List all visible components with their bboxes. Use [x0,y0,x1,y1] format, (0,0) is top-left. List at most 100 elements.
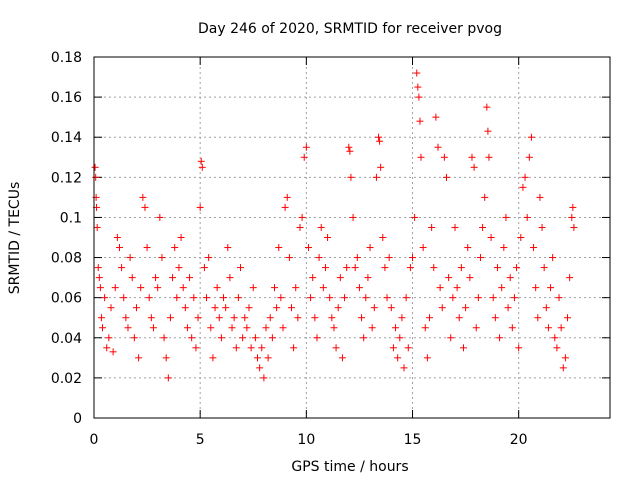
data-point [222,304,230,312]
data-point [455,314,463,322]
data-point [224,244,232,252]
data-point [230,314,238,322]
data-point [268,334,276,342]
data-point [171,244,179,252]
data-point [105,334,113,342]
data-point [362,294,370,302]
data-point [421,324,429,332]
data-point [457,264,465,272]
data-point [423,354,431,362]
data-point [290,344,298,352]
data-point [387,304,395,312]
data-point [135,354,143,362]
data-point [540,264,548,272]
data-point [464,244,472,252]
data-point [277,294,285,302]
data-point [406,264,414,272]
data-point [506,274,514,282]
data-point [94,264,102,272]
data-point [557,324,565,332]
data-point [487,234,495,241]
data-point [152,274,160,282]
data-point [126,254,134,262]
data-point [97,314,105,322]
data-point [396,334,404,342]
plot-frame [93,56,611,419]
x-tick-label: 5 [196,432,205,448]
data-point [366,244,374,252]
data-point [309,274,317,282]
data-point [351,264,359,272]
data-point [145,294,153,302]
data-point [234,294,242,302]
data-point [400,364,408,372]
data-point [220,294,228,302]
data-point [534,314,542,322]
data-point [304,244,312,252]
data-point [416,117,424,125]
data-point [211,304,219,312]
data-point [415,93,423,101]
data-point [438,304,446,312]
data-point [279,324,287,332]
data-point [376,137,384,145]
data-point [317,223,325,231]
data-point [154,284,162,292]
data-point [496,334,504,342]
data-point [313,334,321,342]
data-point [173,294,181,302]
data-point [346,147,354,155]
x-tick-label: 10 [297,432,315,448]
data-point [434,143,442,151]
data-point [479,223,487,231]
data-point [326,294,334,302]
data-point [311,314,319,322]
data-point [164,374,172,382]
data-point [254,354,262,362]
data-point [472,324,480,332]
data-point [266,314,274,322]
data-point [251,334,259,342]
data-point [481,193,489,201]
data-point [353,254,361,262]
data-point [345,143,353,151]
data-point [483,103,491,111]
data-point [324,234,332,241]
data-point [570,223,578,231]
data-point [519,183,527,191]
data-point [281,203,289,211]
data-point [364,274,372,282]
data-point [215,314,223,322]
data-point [419,244,427,252]
data-point [93,223,101,231]
data-point [525,153,533,161]
data-point [217,334,225,342]
data-point [139,193,147,201]
data-point [162,354,170,362]
data-point [445,274,453,282]
data-point [385,254,393,262]
data-point [510,294,518,302]
data-point [559,364,567,372]
data-point [449,294,457,302]
data-point [183,324,191,332]
data-point [377,163,385,171]
data-point [414,83,422,91]
y-tick-label: 0.08 [51,251,82,267]
data-point [243,324,251,332]
data-point [107,304,115,312]
data-point [430,264,438,272]
data-point [466,274,474,282]
data-point [95,274,103,282]
data-point [130,334,138,342]
data-point [360,334,368,342]
data-point [111,284,119,292]
data-point [232,344,240,352]
data-point [247,344,255,352]
data-point [207,324,215,332]
data-point [132,304,140,312]
data-point [517,234,525,241]
data-point [413,69,421,77]
data-point [264,354,272,362]
